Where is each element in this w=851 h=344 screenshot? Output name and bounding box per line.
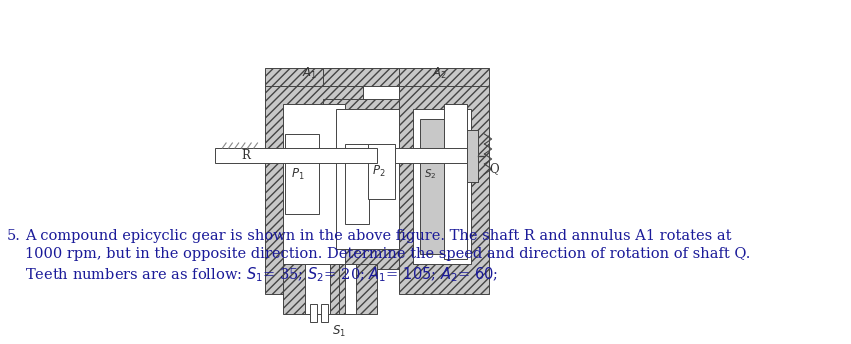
Bar: [323, 68, 399, 86]
Bar: [305, 264, 330, 314]
Bar: [395, 148, 466, 163]
Text: 1000 rpm, but in the opposite direction. Determine the speed and direction of ro: 1000 rpm, but in the opposite direction.…: [26, 247, 751, 261]
Text: $A_2$: $A_2$: [432, 65, 447, 80]
Text: $P_1$: $P_1$: [291, 166, 305, 182]
Text: $P_2$: $P_2$: [372, 163, 386, 179]
Bar: [215, 148, 377, 163]
Bar: [444, 104, 466, 259]
Bar: [339, 264, 377, 314]
Bar: [336, 109, 399, 249]
Bar: [399, 84, 489, 294]
Text: Teeth numbers are as follow: $S_1$= 35; $S_2$= 20; $A_1$= $\it{105}$; $A_2$= $\i: Teeth numbers are as follow: $S_1$= 35; …: [26, 265, 498, 284]
Text: R: R: [242, 149, 250, 161]
Bar: [285, 134, 319, 214]
Bar: [265, 84, 363, 294]
Text: $A_1$: $A_1$: [302, 65, 317, 80]
Bar: [465, 130, 478, 182]
Text: 5.: 5.: [6, 229, 20, 243]
Bar: [265, 68, 363, 86]
Bar: [399, 68, 489, 86]
Bar: [420, 119, 465, 254]
Bar: [368, 144, 395, 199]
Bar: [310, 304, 317, 322]
Bar: [321, 304, 328, 322]
Bar: [339, 134, 375, 234]
Text: $S_2$: $S_2$: [425, 167, 437, 181]
Text: $S_1$: $S_1$: [332, 323, 346, 338]
Bar: [346, 264, 357, 314]
Bar: [465, 130, 478, 182]
Bar: [283, 264, 346, 314]
Bar: [323, 99, 413, 269]
Text: A compound epicyclic gear is shown in the above figure. The shaft R and annulus : A compound epicyclic gear is shown in th…: [26, 229, 732, 243]
Bar: [420, 119, 465, 254]
Bar: [413, 109, 471, 264]
Bar: [346, 144, 368, 224]
Bar: [283, 104, 346, 264]
Text: Q: Q: [489, 162, 500, 175]
